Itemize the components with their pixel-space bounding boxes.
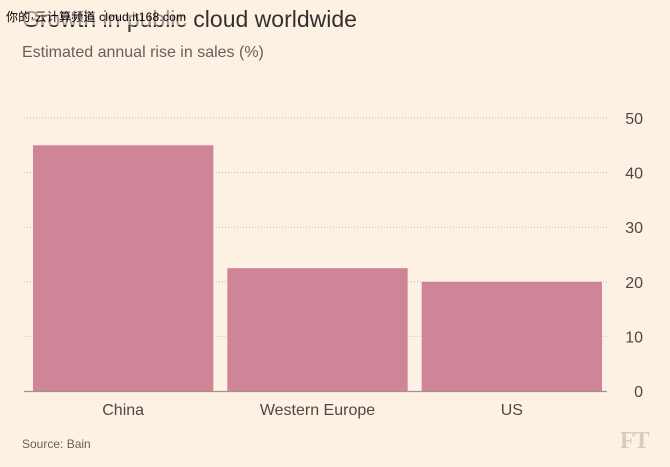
y-tick-label: 40 [625, 166, 643, 183]
x-tick-label: China [102, 402, 144, 419]
y-tick-label: 20 [625, 275, 643, 292]
y-tick-label: 30 [625, 220, 643, 237]
y-tick-label: 10 [625, 329, 643, 346]
bar-us [421, 281, 602, 391]
x-tick-label: US [501, 402, 523, 419]
bar-western-europe [227, 268, 408, 391]
y-tick-label: 50 [625, 111, 643, 128]
watermark-text: 你的·云计算频道 cloud.it168.com [6, 8, 187, 25]
y-tick-label: 0 [634, 384, 643, 401]
bars [33, 145, 602, 391]
ft-logo: FT [620, 428, 650, 454]
axes: 0 10 20 30 40 50 China Western Europe US [24, 111, 643, 419]
chart-subtitle: Estimated annual rise in sales (%) [22, 44, 264, 61]
source-note: Source: Bain [22, 437, 91, 451]
bar-china [33, 145, 214, 391]
x-tick-label: Western Europe [260, 402, 375, 419]
